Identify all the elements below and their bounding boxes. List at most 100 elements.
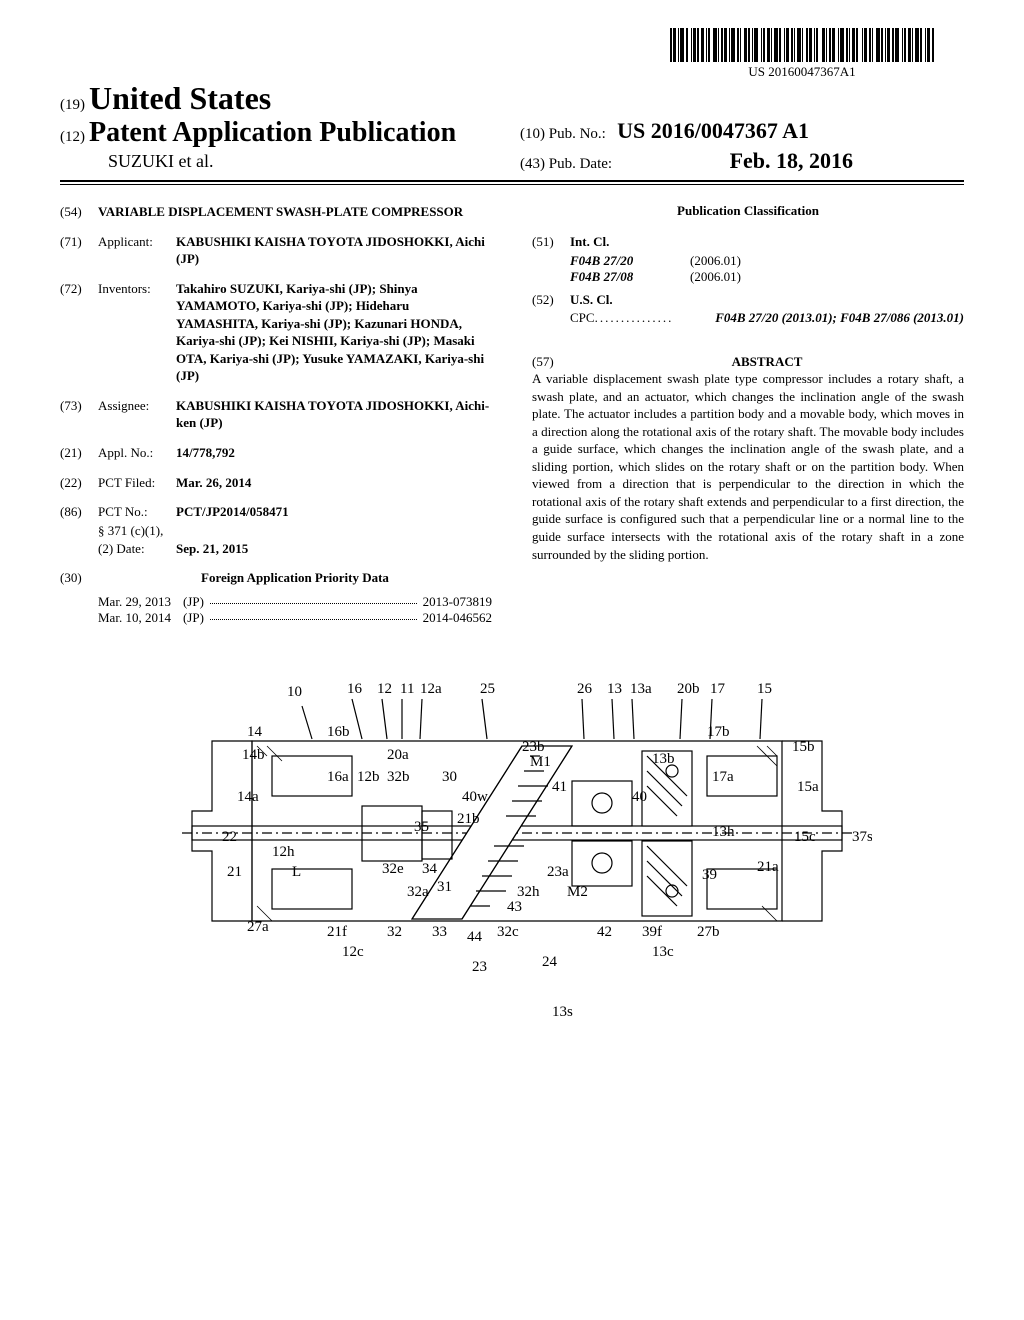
priority-title: Foreign Application Priority Data: [98, 569, 492, 587]
field-86: (86) PCT No.: PCT/JP2014/058471: [60, 503, 492, 521]
ref-numeral: 32e: [382, 861, 404, 877]
ref-numeral: 20b: [677, 681, 700, 697]
ref-numeral: 21a: [757, 859, 779, 875]
barcode-text: US 20160047367A1: [670, 64, 934, 80]
ref-numeral: 17: [710, 681, 726, 697]
invention-title: VARIABLE DISPLACEMENT SWASH-PLATE COMPRE…: [98, 203, 492, 221]
ref-numeral: 32: [387, 924, 402, 940]
s371-date-row: (2) Date: Sep. 21, 2015: [98, 541, 492, 557]
ref-numeral: 14a: [237, 789, 259, 805]
compressor-drawing: 1016121112a25261313a20b17151416b17b15b14…: [152, 651, 872, 1031]
field-51: (51) Int. Cl.: [532, 233, 964, 251]
field-10: (10): [520, 126, 545, 142]
ref-numeral: 32a: [407, 884, 429, 900]
pub-date-label: Pub. Date:: [549, 156, 612, 172]
ref-numeral: 33: [432, 924, 447, 940]
ref-numeral: 12: [377, 681, 392, 697]
ref-numeral: 32b: [387, 769, 410, 785]
pct-filed: Mar. 26, 2014: [176, 474, 492, 492]
abstract-text: A variable displacement swash plate type…: [532, 370, 964, 563]
field-52: (52) U.S. Cl.: [532, 291, 964, 309]
ref-numeral: 44: [467, 929, 483, 945]
ref-numeral: 34: [422, 861, 438, 877]
ref-numeral: 13c: [652, 944, 674, 960]
intcl-data: F04B 27/20(2006.01)F04B 27/08(2006.01): [532, 253, 964, 285]
ref-numeral: 26: [577, 681, 593, 697]
ref-numeral: 37s: [852, 829, 872, 845]
doc-type: Patent Application Publication: [89, 117, 456, 148]
ref-numeral: 16b: [327, 724, 350, 740]
ref-numeral: 16: [347, 681, 363, 697]
pct-no: PCT/JP2014/058471: [176, 503, 492, 521]
ref-numeral: 13: [607, 681, 622, 697]
ref-numeral: M2: [567, 884, 588, 900]
ref-numeral: 27b: [697, 924, 720, 940]
ref-numeral: 13h: [712, 824, 735, 840]
pub-date: Feb. 18, 2016: [730, 148, 853, 173]
ref-numeral: 13b: [652, 751, 675, 767]
ref-numeral: 39: [702, 867, 717, 883]
ref-numeral: 42: [597, 924, 612, 940]
ref-numeral: 31: [437, 879, 452, 895]
ref-numeral: 12b: [357, 769, 380, 785]
ref-numeral: 15: [757, 681, 772, 697]
s371-date: Sep. 21, 2015: [176, 541, 248, 557]
country: United States: [89, 80, 271, 116]
priority-row: Mar. 10, 2014(JP)2014-046562: [98, 610, 492, 626]
ref-numeral: 43: [507, 899, 522, 915]
field-21: (21) Appl. No.: 14/778,792: [60, 444, 492, 462]
ref-numeral: 12a: [420, 681, 442, 697]
inventors: Takahiro SUZUKI, Kariya-shi (JP); Shinya…: [176, 280, 492, 385]
ref-numeral: 10: [287, 684, 302, 700]
ref-numeral: 25: [480, 681, 495, 697]
ref-numeral: 39f: [642, 924, 662, 940]
barcode-block: US 20160047367A1: [670, 28, 934, 80]
ref-numeral: 21b: [457, 811, 480, 827]
ref-numeral: 14b: [242, 747, 265, 763]
ref-numeral: 12h: [272, 844, 295, 860]
ref-numeral: 23: [472, 959, 487, 975]
field-12: (12): [60, 129, 85, 145]
applicant: KABUSHIKI KAISHA TOYOTA JIDOSHOKKI, Aich…: [176, 233, 492, 268]
ref-numeral: 23b: [522, 739, 545, 755]
assignee: KABUSHIKI KAISHA TOYOTA JIDOSHOKKI, Aich…: [176, 397, 492, 432]
ref-numeral: 35: [414, 819, 429, 835]
pub-no: US 2016/0047367 A1: [617, 118, 809, 143]
ref-numeral: 30: [442, 769, 457, 785]
ref-numeral: 15c: [794, 829, 816, 845]
intcl-row: F04B 27/08(2006.01): [570, 269, 964, 285]
field-30: (30) Foreign Application Priority Data: [60, 569, 492, 587]
ref-numeral: 24: [542, 954, 558, 970]
field-54: (54) VARIABLE DISPLACEMENT SWASH-PLATE C…: [60, 203, 492, 221]
ref-numeral: 20a: [387, 747, 409, 763]
right-header: (10) Pub. No.: US 2016/0047367 A1 (43) P…: [520, 118, 853, 174]
field-73: (73) Assignee: KABUSHIKI KAISHA TOYOTA J…: [60, 397, 492, 432]
left-column: (54) VARIABLE DISPLACEMENT SWASH-PLATE C…: [60, 203, 492, 626]
priority-data: Mar. 29, 2013(JP)2013-073819Mar. 10, 201…: [60, 594, 492, 626]
ref-numeral: 21: [227, 864, 242, 880]
ref-numeral: L: [292, 864, 301, 880]
field-71: (71) Applicant: KABUSHIKI KAISHA TOYOTA …: [60, 233, 492, 268]
ref-numeral: 12c: [342, 944, 364, 960]
ref-numeral: 17a: [712, 769, 734, 785]
field-57: (57) ABSTRACT: [532, 354, 964, 370]
field-22: (22) PCT Filed: Mar. 26, 2014: [60, 474, 492, 492]
ref-numeral: 16a: [327, 769, 349, 785]
ref-numeral: 15b: [792, 739, 815, 755]
pub-no-label: Pub. No.:: [549, 126, 606, 142]
field-43: (43): [520, 156, 545, 172]
ref-numeral: 32c: [497, 924, 519, 940]
priority-row: Mar. 29, 2013(JP)2013-073819: [98, 594, 492, 610]
ref-numeral: 40w: [462, 789, 488, 805]
ref-numeral: 15a: [797, 779, 819, 795]
classification-title: Publication Classification: [532, 203, 964, 219]
s371-label: § 371 (c)(1),: [98, 523, 492, 539]
ref-numeral: 32h: [517, 884, 540, 900]
ref-numeral: 11: [400, 681, 414, 697]
ref-numeral: 21f: [327, 924, 347, 940]
figure: 1016121112a25261313a20b17151416b17b15b14…: [60, 651, 964, 1036]
barcode-graphic: [670, 28, 934, 62]
rule-thin: [60, 184, 964, 185]
intcl-row: F04B 27/20(2006.01): [570, 253, 964, 269]
abstract-title: ABSTRACT: [570, 354, 964, 370]
